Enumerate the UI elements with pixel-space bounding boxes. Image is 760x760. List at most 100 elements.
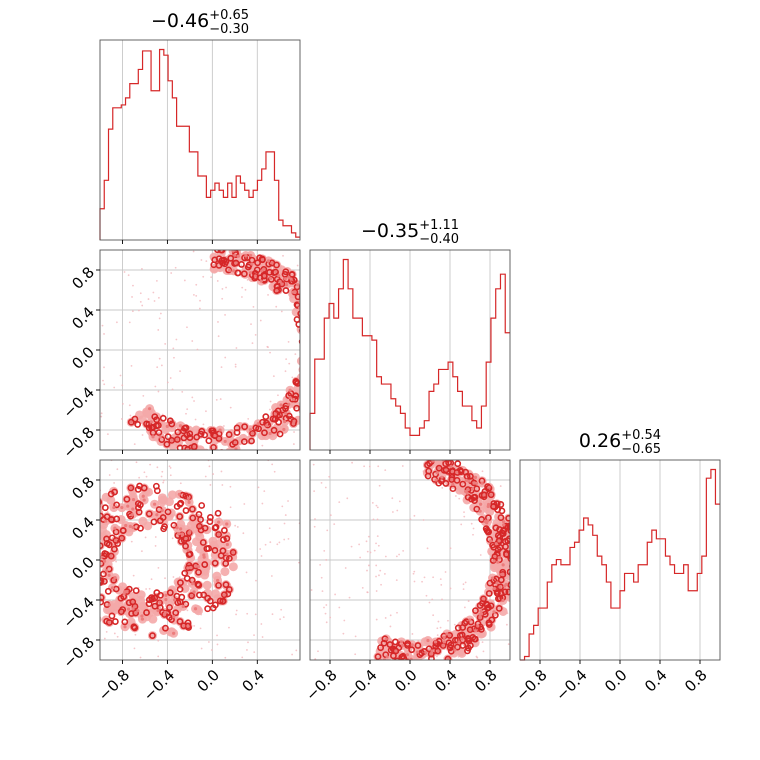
scatter-dot xyxy=(378,574,380,577)
contour-line xyxy=(145,600,153,608)
density-fill xyxy=(296,356,300,366)
scatter-dot xyxy=(268,527,271,530)
contour-line xyxy=(307,292,312,297)
density-core xyxy=(182,624,186,628)
scatter-dot xyxy=(243,503,246,505)
scatter-dot xyxy=(350,545,353,548)
scatter-dot xyxy=(271,613,274,616)
contour-line xyxy=(288,270,296,278)
contour-line xyxy=(100,516,107,523)
y-tick-label: 0.0 xyxy=(68,343,98,373)
scatter-dot xyxy=(217,321,219,323)
contour-line xyxy=(428,655,435,660)
density-core xyxy=(480,481,484,485)
density-core xyxy=(227,268,232,273)
density-core xyxy=(430,651,434,656)
contour-line xyxy=(198,502,206,509)
scatter-dot xyxy=(139,292,142,295)
density-core xyxy=(278,279,282,284)
scatter-dot xyxy=(261,636,264,638)
density-core xyxy=(479,502,483,506)
contour-line xyxy=(211,546,219,554)
density-fill xyxy=(66,546,75,555)
scatter-dot xyxy=(470,522,473,525)
scatter-dot xyxy=(241,286,244,289)
density-core xyxy=(155,513,159,517)
contour-line xyxy=(511,582,516,587)
contour-line xyxy=(214,509,222,517)
contour-line xyxy=(272,268,279,276)
contour-line xyxy=(92,593,97,598)
density-fill xyxy=(299,291,300,297)
scatter-dot xyxy=(212,473,215,475)
scatter-dot xyxy=(401,465,404,467)
scatter-dot xyxy=(205,260,208,263)
scatter-dot xyxy=(164,343,167,345)
density-core xyxy=(100,555,103,559)
x-tick-label: −0.4 xyxy=(342,666,380,704)
scatter-dot xyxy=(367,564,370,567)
scatter-dot xyxy=(130,540,133,543)
density-core xyxy=(279,403,283,407)
density-fill xyxy=(299,294,300,298)
scatter-dot xyxy=(475,655,478,658)
contour-line xyxy=(182,492,190,500)
scatter-dot xyxy=(193,625,196,627)
scatter-dot xyxy=(413,514,416,517)
contour-line xyxy=(223,535,231,542)
contour-line xyxy=(181,424,189,432)
density-fill xyxy=(397,660,406,669)
density-core xyxy=(136,609,140,613)
scatter-dot xyxy=(413,580,416,583)
density-core xyxy=(435,471,439,475)
density-core xyxy=(311,353,314,356)
density-core xyxy=(288,388,292,392)
density-fill xyxy=(304,294,313,303)
density-core xyxy=(497,556,501,560)
density-core xyxy=(165,424,169,429)
scatter-dot xyxy=(157,639,160,642)
scatter-dot xyxy=(204,475,207,478)
density-core xyxy=(95,576,98,579)
density-core xyxy=(434,478,438,482)
scatter-dot xyxy=(229,485,232,488)
x-tick-label: −0.8 xyxy=(512,666,550,704)
contour-line xyxy=(87,539,92,544)
density-core xyxy=(234,261,238,265)
contour-line xyxy=(255,425,262,433)
panel-title-minus: −0.65 xyxy=(621,442,661,457)
density-core xyxy=(268,431,272,436)
density-core xyxy=(250,431,255,435)
scatter-dot xyxy=(133,443,136,446)
x-tick-label: 0.0 xyxy=(391,666,421,696)
scatter-dot xyxy=(216,643,219,646)
scatter-dot xyxy=(251,342,254,345)
scatter-panel-0-2: −0.8 −0.4 0.0 0.4−0.8−0.40.00.40.8 xyxy=(60,459,301,705)
density-fill xyxy=(138,516,148,526)
contour-line xyxy=(177,579,184,587)
scatter-dot xyxy=(154,536,157,538)
density-core xyxy=(140,614,144,618)
scatter-dot xyxy=(277,394,279,397)
scatter-dot xyxy=(103,333,105,335)
density-core xyxy=(186,548,190,552)
contour-line xyxy=(501,588,509,596)
scatter-dot xyxy=(313,525,316,528)
scatter-dot xyxy=(245,571,248,574)
density-fill xyxy=(202,580,212,590)
density-core xyxy=(250,262,254,266)
density-core xyxy=(415,650,420,654)
density-core xyxy=(308,319,311,322)
density-core xyxy=(158,600,162,604)
density-core xyxy=(490,576,495,580)
contour-line xyxy=(131,603,139,610)
scatter-dot xyxy=(225,286,227,289)
contour-line xyxy=(159,414,167,422)
scatter-dot xyxy=(463,515,466,518)
contour-line xyxy=(150,518,158,526)
density-fill xyxy=(100,525,107,535)
density-fill xyxy=(316,332,325,341)
contour-line xyxy=(456,632,464,639)
contour-line xyxy=(301,385,306,390)
scatter-dot xyxy=(169,474,172,477)
